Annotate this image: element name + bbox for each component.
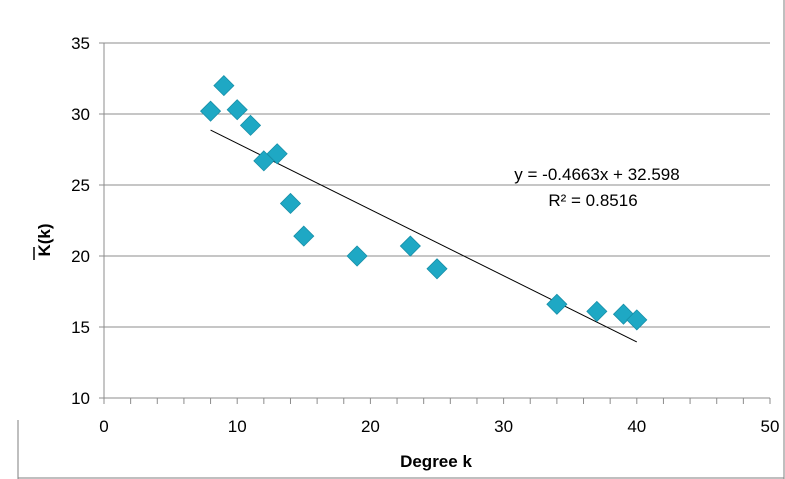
data-point bbox=[586, 300, 608, 322]
y-tick-label: 25 bbox=[71, 176, 90, 195]
x-tick-label: 40 bbox=[627, 417, 646, 436]
trendline-r-squared: R² = 0.8516 bbox=[548, 191, 637, 210]
y-tick-label: 15 bbox=[71, 318, 90, 337]
data-point bbox=[239, 114, 262, 136]
x-tick-label: 20 bbox=[361, 417, 380, 436]
data-point bbox=[293, 225, 315, 247]
x-tick-label: 30 bbox=[494, 417, 513, 436]
trendline-equation: y = -0.4663x + 32.598 bbox=[514, 165, 679, 184]
y-axis-title-group: K(k) bbox=[33, 223, 54, 260]
gridlines bbox=[104, 42, 770, 328]
axes bbox=[99, 42, 771, 404]
data-point bbox=[626, 309, 648, 331]
y-tick-label: 35 bbox=[71, 34, 90, 53]
data-point bbox=[546, 293, 568, 315]
data-point bbox=[426, 258, 448, 280]
x-tick-label: 10 bbox=[228, 417, 247, 436]
data-point bbox=[199, 100, 222, 122]
x-axis-title: Degree k bbox=[400, 452, 472, 471]
x-tick-label: 50 bbox=[761, 417, 780, 436]
trendline bbox=[210, 129, 638, 343]
data-point bbox=[279, 192, 302, 215]
trendline-group bbox=[210, 129, 638, 343]
x-tick-label: 0 bbox=[99, 417, 108, 436]
y-tick-label: 20 bbox=[71, 247, 90, 266]
y-tick-label: 10 bbox=[71, 389, 90, 408]
data-point bbox=[346, 245, 368, 267]
data-point bbox=[213, 75, 235, 97]
data-points bbox=[199, 75, 648, 331]
data-point bbox=[266, 143, 288, 165]
y-axis-title: K(k) bbox=[35, 223, 54, 256]
data-point bbox=[226, 99, 248, 121]
tick-labels: 10 15 20 25 30 35 0 10 20 30 40 50 bbox=[71, 34, 779, 436]
y-tick-label: 30 bbox=[71, 105, 90, 124]
data-point bbox=[399, 235, 421, 257]
